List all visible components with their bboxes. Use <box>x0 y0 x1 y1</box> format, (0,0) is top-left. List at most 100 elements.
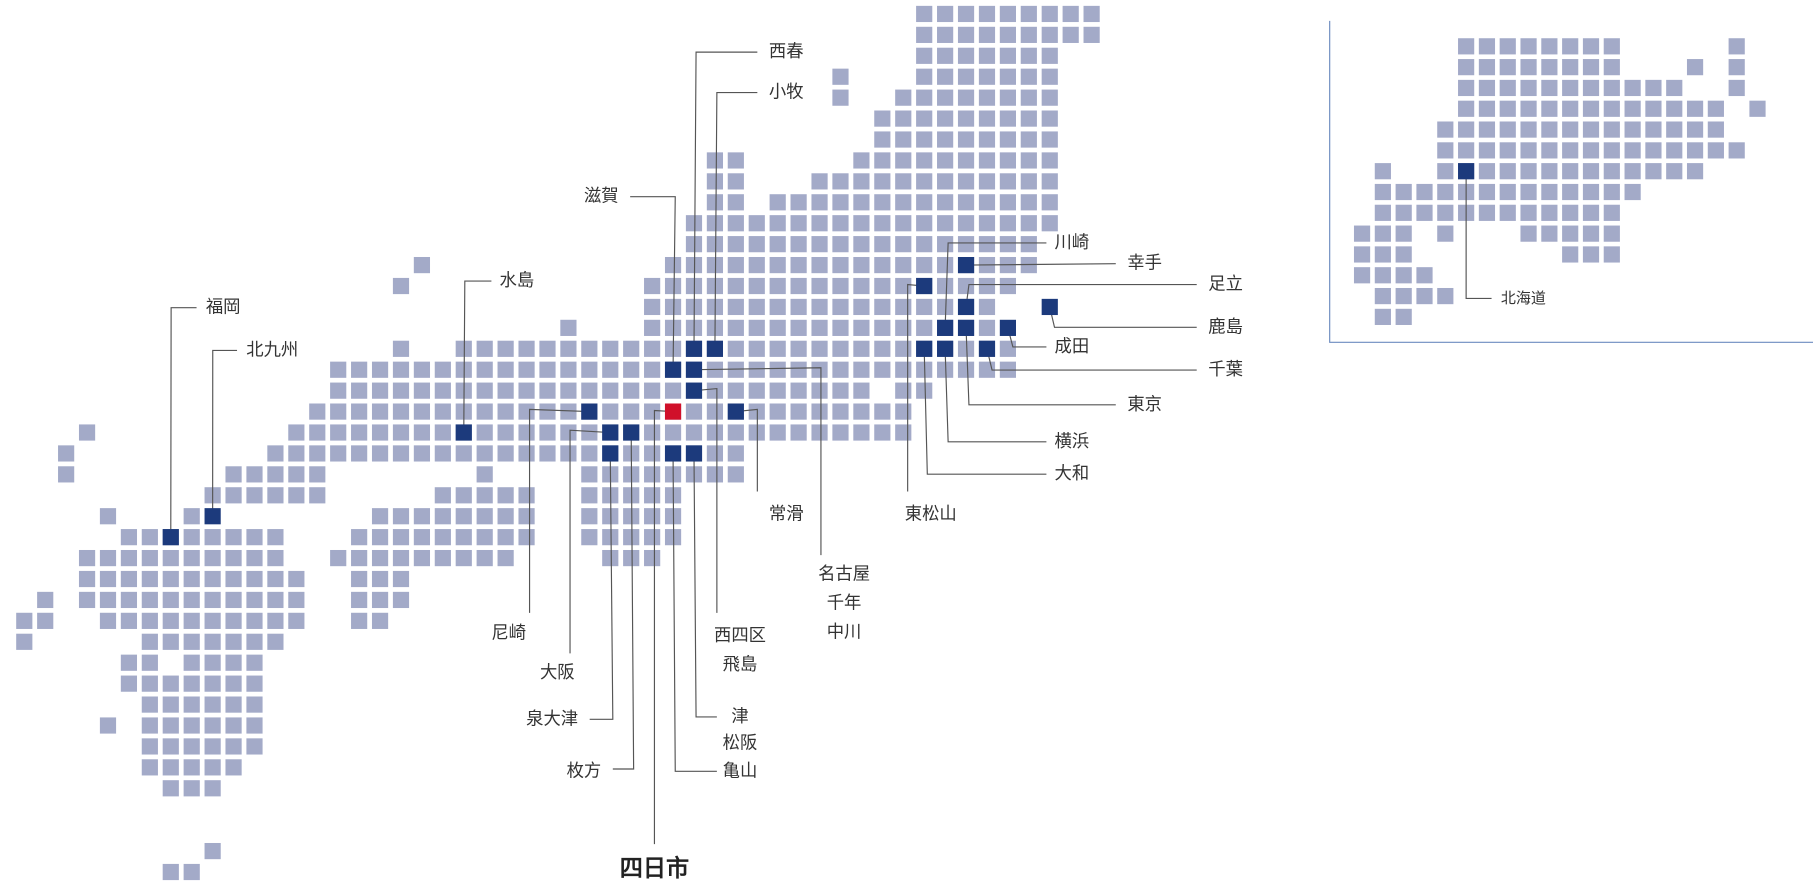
map-cell <box>1582 121 1600 138</box>
map-cell <box>832 68 849 85</box>
map-cell <box>246 675 263 692</box>
map-cell <box>916 236 933 253</box>
map-cell <box>225 549 242 567</box>
map-cell <box>162 591 179 609</box>
site-label: 成田 <box>1055 337 1090 357</box>
map-cell <box>37 591 54 609</box>
site-label: 北海道 <box>1501 289 1546 307</box>
map-cell <box>330 445 347 462</box>
map-cell <box>162 759 179 776</box>
map-cell <box>99 570 117 588</box>
map-cell <box>811 173 828 190</box>
map-cell <box>916 194 933 211</box>
map-cell <box>790 277 807 295</box>
map-cell <box>874 298 891 316</box>
map-cell <box>706 256 724 274</box>
map-cell <box>288 487 305 504</box>
map-cell <box>183 529 200 546</box>
map-cell <box>351 549 368 567</box>
map-cell <box>392 570 410 588</box>
map-cell <box>748 215 765 232</box>
map-cell <box>1520 100 1537 117</box>
map-cell <box>539 403 556 420</box>
map-cell <box>246 612 263 629</box>
map-cell <box>811 256 828 274</box>
leader-line <box>1049 306 1197 328</box>
map-cell <box>1437 142 1454 159</box>
map-cell <box>246 633 263 650</box>
map-cell <box>413 361 431 378</box>
map-cell <box>581 466 598 483</box>
map-cell <box>811 340 828 357</box>
map-cell <box>371 570 389 588</box>
map-cell <box>476 487 493 504</box>
map-cell <box>1374 204 1391 221</box>
map-cell <box>853 340 870 357</box>
map-cell <box>832 236 849 253</box>
map-cell <box>769 340 786 357</box>
map-cell <box>434 487 451 504</box>
map-cell <box>120 612 138 629</box>
map-cell <box>1541 100 1558 117</box>
map-cell <box>832 361 849 378</box>
map-cell <box>1083 5 1100 23</box>
map-cell <box>476 445 493 462</box>
map-cell <box>644 466 661 483</box>
map-cell <box>895 277 912 295</box>
map-cell <box>916 319 933 336</box>
map-cell <box>1374 246 1391 263</box>
map-cell <box>644 445 661 462</box>
map-cell <box>497 487 514 504</box>
map-cell <box>560 403 577 420</box>
map-cell <box>937 89 954 106</box>
map-cell <box>978 298 996 316</box>
site-marker <box>957 319 975 336</box>
map-cell <box>937 256 954 274</box>
map-cell <box>916 26 933 43</box>
map-cell <box>371 361 389 378</box>
map-cell <box>434 382 451 399</box>
map-cell <box>267 487 284 504</box>
map-cell <box>685 424 703 441</box>
map-cell <box>225 738 242 755</box>
map-cell <box>581 340 598 357</box>
map-cell <box>602 529 619 546</box>
map-cell <box>1458 142 1475 159</box>
map-cell <box>330 403 347 420</box>
map-cell <box>1666 121 1683 138</box>
map-cell <box>999 68 1016 85</box>
map-cell <box>476 508 493 525</box>
map-cell <box>351 361 368 378</box>
map-cell <box>706 194 724 211</box>
map-cell <box>811 236 828 253</box>
map-cell <box>1395 204 1412 221</box>
map-cell <box>1478 79 1496 97</box>
map-cell <box>1437 287 1454 305</box>
map-cell <box>371 403 389 420</box>
map-cell <box>204 717 221 734</box>
map-cell <box>853 215 870 232</box>
map-cell <box>832 215 849 232</box>
map-cell <box>225 570 242 588</box>
map-cell <box>685 256 703 274</box>
map-cell <box>644 549 661 567</box>
map-cell <box>1437 183 1454 201</box>
map-cell <box>1624 79 1641 97</box>
map-cell <box>1541 204 1558 221</box>
map-cell <box>706 445 724 462</box>
map-cell <box>518 508 535 525</box>
map-cell <box>895 382 912 399</box>
map-cell <box>392 382 410 399</box>
map-cell <box>1499 79 1516 97</box>
map-cell <box>204 842 221 860</box>
leader-line <box>612 432 635 770</box>
site-label: 千年 <box>827 594 862 614</box>
map-cell <box>204 612 221 629</box>
map-cell <box>832 89 849 106</box>
map-cell <box>1395 267 1412 284</box>
site-label: 横浜 <box>1055 432 1090 452</box>
map-cell <box>183 549 200 567</box>
map-cell <box>413 529 431 546</box>
map-cell <box>37 612 54 629</box>
map-cell <box>16 633 33 650</box>
